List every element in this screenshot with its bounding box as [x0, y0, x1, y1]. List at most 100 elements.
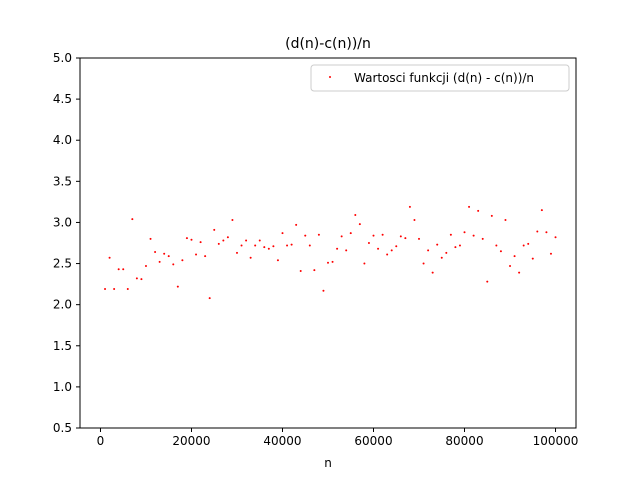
data-point	[327, 261, 329, 264]
data-point	[167, 255, 170, 258]
data-point	[163, 252, 166, 255]
y-tick-label: 1.0	[53, 380, 72, 394]
data-point	[331, 260, 334, 263]
x-tick-label: 80000	[445, 434, 483, 448]
legend-label: Wartosci funkcji (d(n) - c(n))/n	[354, 71, 534, 85]
data-point	[226, 236, 229, 239]
data-point	[381, 233, 384, 236]
data-point	[240, 244, 243, 247]
data-point	[135, 277, 138, 280]
data-point	[436, 243, 439, 246]
data-point	[204, 255, 207, 258]
data-point	[490, 214, 493, 217]
data-point	[199, 241, 202, 244]
x-axis-ticks: 0 20000 40000 60000 80000 100000	[97, 428, 579, 448]
data-points	[104, 205, 557, 300]
data-point	[258, 239, 261, 242]
data-point	[181, 259, 184, 262]
data-point	[418, 237, 421, 240]
data-point	[272, 245, 275, 248]
data-point	[122, 268, 125, 271]
x-tick-label: 0	[97, 434, 105, 448]
data-point	[313, 269, 316, 272]
data-point	[358, 223, 361, 226]
legend: Wartosci funkcji (d(n) - c(n))/n	[310, 64, 570, 92]
data-point	[213, 228, 216, 231]
data-point	[254, 244, 257, 247]
data-point	[554, 236, 557, 239]
data-point	[408, 205, 411, 208]
data-point	[422, 262, 425, 265]
data-point	[154, 251, 157, 254]
data-point	[113, 288, 116, 291]
data-point	[454, 246, 457, 249]
data-point	[245, 239, 248, 242]
x-tick-label: 60000	[354, 434, 392, 448]
data-point	[195, 253, 198, 256]
data-point	[286, 244, 289, 247]
y-tick-label: 3.0	[53, 215, 72, 229]
data-point	[545, 231, 548, 234]
data-point	[363, 262, 366, 265]
y-tick-label: 4.5	[53, 92, 72, 106]
data-point	[536, 230, 539, 233]
data-point	[345, 249, 348, 252]
data-point	[172, 263, 175, 266]
data-point	[140, 278, 143, 281]
data-point	[104, 288, 107, 291]
chart-title: (d(n)-c(n))/n	[285, 36, 371, 52]
data-point	[208, 297, 211, 300]
data-point	[126, 288, 129, 291]
data-point	[431, 271, 434, 274]
data-point	[336, 247, 339, 250]
data-point	[518, 271, 521, 274]
data-point	[395, 245, 398, 248]
data-point	[281, 232, 284, 235]
data-point	[263, 246, 266, 249]
data-point	[367, 242, 370, 244]
data-point	[231, 218, 234, 221]
y-tick-label: 1.5	[53, 339, 72, 353]
data-point	[249, 256, 252, 259]
x-tick-label: 100000	[533, 434, 579, 448]
data-point	[477, 209, 480, 212]
data-point	[509, 265, 512, 268]
data-point	[531, 257, 534, 260]
data-point	[304, 234, 307, 237]
legend-marker	[329, 76, 331, 78]
data-point	[386, 253, 389, 256]
data-point	[340, 235, 343, 238]
data-point	[440, 256, 443, 259]
data-point	[413, 218, 416, 221]
data-point	[445, 251, 448, 254]
data-point	[317, 233, 320, 236]
data-point	[217, 242, 220, 245]
data-point	[144, 265, 147, 268]
data-point	[499, 250, 502, 253]
legend-box	[310, 64, 570, 92]
data-point	[308, 244, 311, 247]
data-point	[522, 244, 525, 247]
data-point	[549, 252, 552, 255]
data-point	[377, 247, 380, 250]
data-point	[131, 218, 134, 221]
data-point	[463, 231, 466, 234]
data-point	[399, 235, 402, 238]
data-point	[299, 269, 302, 272]
axes-frame	[79, 57, 577, 429]
data-point	[404, 237, 407, 240]
data-point	[322, 289, 325, 292]
data-point	[108, 256, 111, 259]
data-point	[267, 247, 270, 250]
data-point	[390, 249, 393, 252]
data-point	[149, 237, 152, 240]
data-point	[468, 205, 471, 208]
data-point	[235, 251, 238, 254]
data-point	[504, 218, 507, 221]
data-point	[472, 234, 475, 237]
data-point	[458, 244, 461, 247]
x-tick-label: 40000	[263, 434, 301, 448]
data-point	[427, 249, 430, 252]
data-point	[290, 243, 293, 246]
